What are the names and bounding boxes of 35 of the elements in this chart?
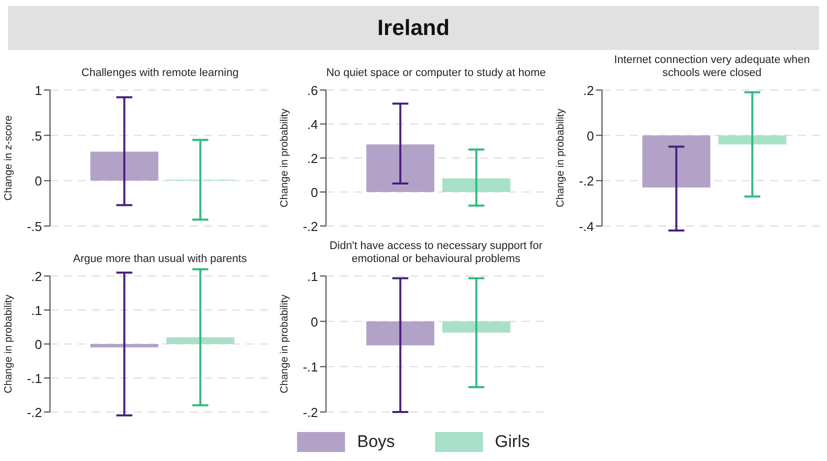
y-tick-label: .1 xyxy=(307,269,318,284)
y-tick-label: -.2 xyxy=(26,405,42,420)
y-axis-title: Change in probability xyxy=(554,108,567,208)
y-tick-label: -.2 xyxy=(578,174,594,189)
y-tick-label: .5 xyxy=(31,128,42,144)
chart-title: Argue more than usual with parents xyxy=(72,252,248,266)
y-tick-label: -.4 xyxy=(578,219,594,234)
y-tick-label: .6 xyxy=(307,83,318,98)
chart-title: No quiet space or computer to study at home xyxy=(326,66,546,80)
chart-title: Didn't have access to necessary support for emotional or behavioural problems xyxy=(328,239,544,266)
text: Ireland xyxy=(8,6,819,50)
y-tick-label: -.2 xyxy=(302,405,318,420)
y-tick-label: -.1 xyxy=(302,360,318,375)
y-tick-label: 0 xyxy=(34,174,42,189)
y-tick-label: 0 xyxy=(586,128,594,144)
y-axis-title: Change in probability xyxy=(278,108,291,208)
y-axis-title: Change in probability xyxy=(278,294,291,394)
y-tick-label: -.5 xyxy=(26,219,42,234)
y-tick-label: 1 xyxy=(34,83,42,98)
chart-title: Challenges with remote learning xyxy=(80,66,240,80)
legend-label: Girls xyxy=(494,432,530,452)
y-tick-label: 0 xyxy=(310,185,318,200)
y-tick-label: -.1 xyxy=(26,371,42,386)
y-tick-label: .4 xyxy=(307,117,318,132)
y-tick-label: -.2 xyxy=(302,219,318,234)
y-tick-label: 0 xyxy=(310,314,318,330)
chart-title: Internet connection very adequate when schools were closed xyxy=(613,53,811,80)
y-tick-label: 0 xyxy=(34,337,42,352)
y-axis-title: Change in probability xyxy=(2,294,15,394)
y-tick-label: .2 xyxy=(583,83,594,98)
y-tick-label: .1 xyxy=(31,303,42,318)
y-tick-label: .2 xyxy=(307,151,318,166)
y-tick-label: .2 xyxy=(31,269,42,284)
legend-label: Boys xyxy=(357,432,395,452)
y-axis-title: Change in z-score xyxy=(2,115,15,201)
